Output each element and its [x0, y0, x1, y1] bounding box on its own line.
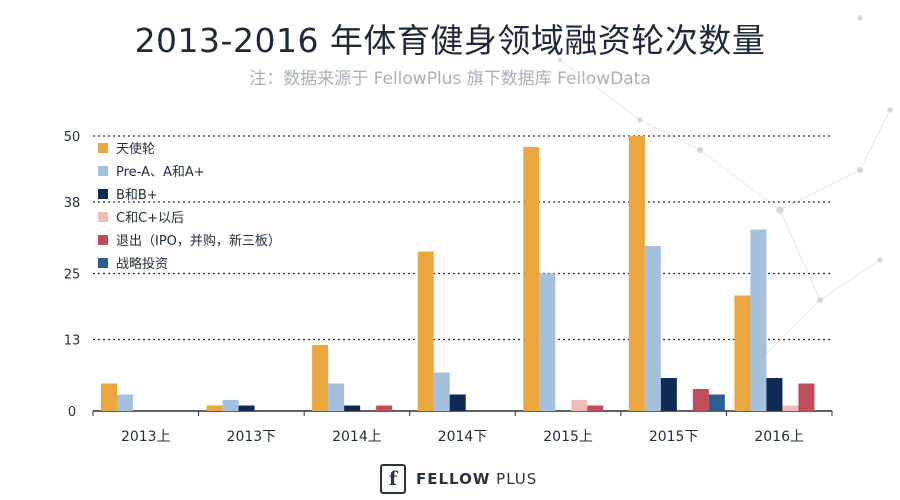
- bar: [523, 147, 540, 411]
- fellowplus-logo-icon: f: [380, 464, 406, 494]
- bar: [344, 405, 361, 411]
- bar: [222, 400, 239, 411]
- legend-label: B和B+: [116, 188, 158, 203]
- y-tick-label: 38: [64, 196, 81, 211]
- bar: [328, 383, 345, 411]
- bar: [449, 394, 466, 411]
- chart-title: 2013-2016 年体育健身领域融资轮次数量: [134, 21, 766, 60]
- bar: [587, 405, 604, 411]
- bar: [101, 383, 117, 411]
- bar: [417, 251, 434, 411]
- x-tick-label: 2014上: [332, 429, 382, 445]
- bar-chart: 0 13 25 38 50 2013上 2013下 2014上 2014下 2015上 2015下 2…: [64, 130, 833, 445]
- legend-label: 战略投资: [116, 256, 168, 272]
- x-tick-label: 2015上: [543, 429, 593, 445]
- bar: [644, 246, 661, 411]
- legend-swatch: [98, 166, 108, 176]
- legend-label: Pre-A、A和A+: [116, 165, 205, 180]
- bar: [734, 295, 751, 411]
- bar: [539, 273, 556, 411]
- brand-light: PLUS: [490, 470, 538, 488]
- bar: [117, 394, 133, 411]
- bar: [782, 405, 799, 411]
- bar: [433, 372, 450, 411]
- y-tick-label: 0: [68, 405, 76, 420]
- legend-swatch: [98, 235, 108, 245]
- footer-logo: f FELLOW PLUS: [380, 462, 537, 496]
- x-tick-label: 2016上: [754, 429, 804, 445]
- legend-swatch: [98, 258, 108, 268]
- x-tick-label: 2015下: [649, 429, 699, 445]
- brand-name: FELLOW PLUS: [416, 470, 537, 488]
- bar: [750, 229, 767, 411]
- bar: [708, 394, 725, 411]
- bar: [660, 378, 677, 411]
- bar: [798, 383, 815, 411]
- legend-swatch: [98, 189, 108, 199]
- bar: [206, 405, 223, 411]
- legend-label: C和C+以后: [116, 211, 184, 226]
- bar: [238, 405, 255, 411]
- bar: [692, 389, 709, 411]
- legend-swatch: [98, 143, 108, 153]
- bar: [766, 378, 783, 411]
- y-tick-label: 50: [64, 130, 81, 145]
- legend-label: 退出（IPO，并购，新三板）: [116, 233, 281, 249]
- x-tick-label: 2013下: [227, 429, 277, 445]
- chart-subtitle: 注：数据来源于 FellowPlus 旗下数据库 FellowData: [249, 69, 651, 89]
- bar: [571, 400, 588, 411]
- bar: [376, 405, 393, 411]
- bar: [628, 136, 645, 411]
- y-tick-label: 25: [64, 268, 81, 283]
- brand-bold: FELLOW: [416, 470, 491, 488]
- legend-label: 天使轮: [116, 141, 155, 157]
- bar: [312, 345, 329, 411]
- y-tick-label: 13: [64, 334, 81, 349]
- x-tick-label: 2014下: [438, 429, 488, 445]
- legend-swatch: [98, 212, 108, 222]
- x-tick-label: 2013上: [121, 429, 171, 445]
